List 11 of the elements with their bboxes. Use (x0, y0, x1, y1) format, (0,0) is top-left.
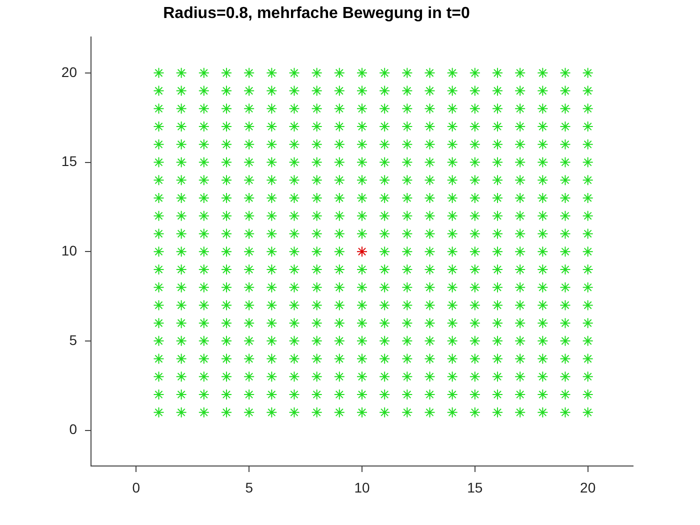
y-tick-label: 20 (61, 64, 78, 80)
x-tick-label: 0 (132, 479, 140, 496)
y-tick-label: 10 (61, 242, 78, 258)
x-tick-label: 20 (580, 479, 596, 496)
y-tick-label: 0 (69, 421, 78, 438)
x-tick-label: 5 (245, 479, 254, 496)
y-tick-label: 15 (61, 153, 78, 170)
y-tick-label: 5 (69, 332, 78, 348)
chart-title: Radius=0.8, mehrfache Bewegung in t=0 (163, 5, 470, 22)
x-tick-label: 10 (354, 479, 370, 496)
x-tick-label: 15 (467, 479, 483, 496)
